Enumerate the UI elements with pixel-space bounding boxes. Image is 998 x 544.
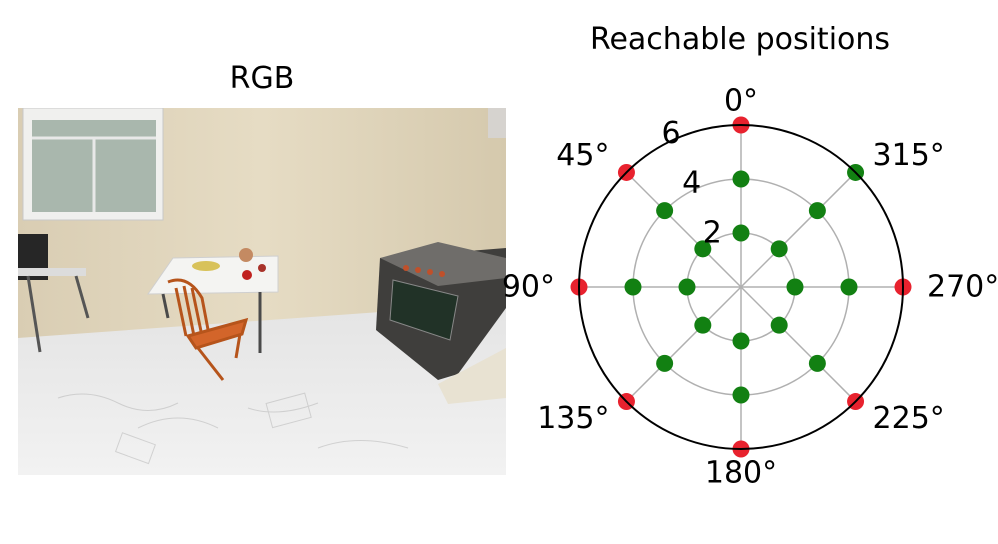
r-tick-label: 6 <box>661 116 680 151</box>
data-point <box>678 278 696 296</box>
theta-tick-label: 45° <box>556 138 609 173</box>
data-point <box>770 316 788 334</box>
data-point <box>847 163 865 181</box>
theta-gridline-5 <box>740 286 857 403</box>
data-point <box>617 163 635 181</box>
r-gridline-1 <box>632 178 850 396</box>
data-point <box>732 116 750 134</box>
data-point <box>656 354 674 372</box>
rgb-panel-title: RGB <box>229 61 295 96</box>
table <box>147 248 279 353</box>
stove <box>376 108 506 404</box>
polar-labels: 0° 45° 90° 135° 180° 225° 270° 315° 246 <box>502 84 998 491</box>
data-point <box>732 170 750 188</box>
data-point <box>732 440 750 458</box>
theta-tick-label: 315° <box>873 138 945 173</box>
r-gridline-0 <box>686 232 796 342</box>
microwave <box>18 234 90 353</box>
theta-tick-label: 90° <box>502 270 555 305</box>
data-point <box>617 393 635 411</box>
theta-tick-label: 135° <box>537 401 609 436</box>
r-tick-label: 4 <box>682 166 701 201</box>
data-point <box>894 278 912 296</box>
data-point <box>770 240 788 258</box>
data-point <box>808 202 826 220</box>
polar-chart-title: Reachable positions <box>589 22 891 57</box>
data-point <box>732 332 750 350</box>
theta-tick-label: 180° <box>705 456 777 491</box>
data-point <box>840 278 858 296</box>
data-point <box>694 316 712 334</box>
theta-tick-label: 0° <box>724 84 758 119</box>
floor <box>18 303 506 475</box>
theta-tick-label: 270° <box>927 270 998 305</box>
theta-gridline-1 <box>625 171 742 288</box>
data-point <box>732 224 750 242</box>
data-point <box>624 278 642 296</box>
theta-gridline-3 <box>625 286 742 403</box>
data-point <box>847 393 865 411</box>
polar-points <box>570 116 912 458</box>
data-point <box>694 240 712 258</box>
data-point <box>786 278 804 296</box>
chair <box>167 278 249 381</box>
data-point <box>656 202 674 220</box>
polar-grid <box>579 125 903 449</box>
theta-gridline-7 <box>740 171 857 288</box>
r-tick-label: 2 <box>703 216 722 251</box>
window <box>22 108 164 221</box>
kitchen-scene-image <box>18 108 506 475</box>
data-point <box>570 278 588 296</box>
theta-tick-label: 225° <box>873 401 945 436</box>
polar-frame <box>578 124 904 450</box>
data-point <box>732 386 750 404</box>
data-point <box>808 354 826 372</box>
